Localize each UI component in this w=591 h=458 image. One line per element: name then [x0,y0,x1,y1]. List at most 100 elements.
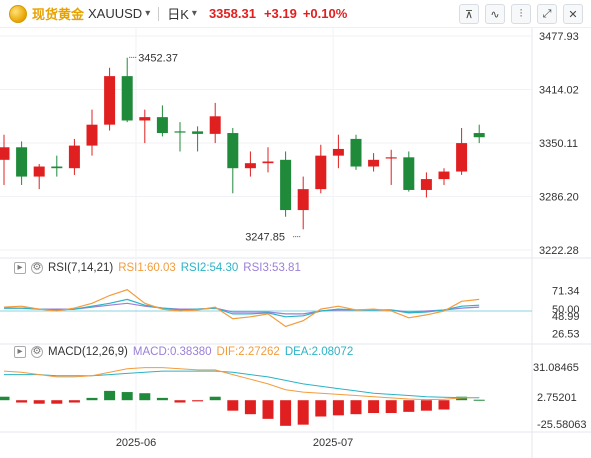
candle-body [121,76,133,121]
candle-body [68,145,80,169]
macd-title: MACD(12,26,9) [48,346,128,358]
candlestick-series [0,57,485,230]
rsi-series [0,289,532,328]
rsi2-value: RSI2:54.30 [180,262,239,274]
macd-histogram-bar [104,390,116,401]
candle-body [244,163,256,169]
dea-value: DEA:2.08072 [284,346,354,358]
rsi1-value: RSI1:60.03 [118,262,176,274]
toolbar: ⊼ ∿ ⫶ ⤢ ✕ [459,4,583,24]
candle-body [438,171,450,180]
candle-body [104,76,116,125]
price-axis: 3477.93 3414.02 3350.11 3286.20 3222.28 [539,31,579,257]
rsi3-value: RSI3:53.81 [243,262,301,274]
macd-histogram-bar [297,400,309,425]
macd-histogram-bar [473,399,485,401]
dif-value: DIF:2.27262 [216,346,280,358]
compare-icon[interactable]: ⊼ [459,4,479,24]
macd-histogram-bar [121,392,133,401]
candle-body [456,143,468,172]
dif-line [3,367,480,401]
close-icon[interactable]: ✕ [563,4,583,24]
time-axis-label: 2025-06 [116,437,156,449]
chart-canvas[interactable]: 3477.93 3414.02 3350.11 3286.20 3222.28 3452… [0,28,591,458]
settings-gear-icon[interactable]: ⚙ [31,262,43,274]
macd-histogram-bar [174,400,186,403]
candle-body [0,147,10,160]
candle-body [209,116,221,134]
price-axis-label: 3286.20 [539,191,579,203]
symbol-name[interactable]: 现货黄金 [32,7,85,22]
rsi-axis-label: 48.99 [552,311,580,323]
price-annotations: 3452.37 3247.85 [129,52,302,244]
macd-histogram-bar [86,397,98,401]
candle-body [33,166,45,177]
macd-histogram-bar [227,400,239,411]
grid-lines [0,28,591,458]
interval-selector[interactable]: 日K [167,7,189,22]
macd-histogram-bar [280,400,292,426]
gold-coin-icon [9,4,27,23]
high-annotation: 3452.37 [138,52,178,64]
macd-collapse-icon[interactable]: ▸ [14,346,26,358]
price-change-percent: +0.10% [302,6,348,21]
macd-histogram-bar [456,396,468,401]
price-axis-label: 3222.28 [539,245,579,257]
rsi1-line [3,289,480,328]
price-change: +3.19 [263,6,297,21]
macd-histogram-bar [244,400,256,415]
macd-histogram-bar [0,396,10,401]
indicator-icon[interactable]: ∿ [485,4,505,24]
rsi-title: RSI(7,14,21) [48,262,114,274]
candle-body [297,189,309,211]
macd-histogram-bar [262,400,274,419]
macd-histogram-bar [420,400,432,411]
collapse-icon[interactable]: ▸ [14,262,26,274]
candle-body [280,159,292,211]
rsi-axis-label: 50.00 [552,304,580,316]
macd-histogram-bar [33,400,45,404]
candle-body [227,133,239,169]
symbol-code[interactable]: XAUUSD [88,6,143,21]
macd-histogram-bar [315,400,327,417]
chevron-down-icon[interactable]: ▾ [145,8,151,19]
macd-axis-label: 2.75201 [537,392,577,404]
macd-histogram-bar [51,400,63,404]
macd-histogram-bar [332,400,344,416]
candle-body [420,179,432,190]
macd-axis-label: 31.08465 [533,362,579,374]
macd-histogram-bar [139,393,151,401]
chart-header: 现货黄金 XAUUSD ▾ 日K ▾ 3358.31 +3.19 +0.10% … [0,0,591,28]
candle-body [86,124,98,146]
price-axis-label: 3414.02 [539,84,579,96]
candle-body [51,166,63,169]
candle-body [315,155,327,190]
candle-body [332,148,344,156]
macd-settings-gear-icon[interactable]: ⚙ [31,346,43,358]
divider [158,6,160,21]
dea-line [4,370,480,399]
settings-icon[interactable]: ⫶ [511,4,531,24]
macd-histogram-bar [209,396,221,401]
macd-histogram-bar [156,397,168,401]
price-axis-label: 3350.11 [539,138,578,150]
last-price: 3358.31 [208,6,256,21]
candle-body [16,147,28,177]
macd-histogram-bar [438,400,450,410]
price-axis-label: 3477.93 [539,31,579,43]
candle-body [174,131,186,133]
candle-body [385,157,397,159]
macd-histogram-bar [368,400,380,414]
macd-series [0,367,485,426]
candle-body [192,131,204,134]
interval-chevron-down-icon[interactable]: ▾ [191,8,197,19]
macd-histogram-bar [350,400,362,415]
time-axis: 2025-06 2025-07 [116,437,353,449]
fullscreen-icon[interactable]: ⤢ [537,4,557,24]
rsi-legend: ▸ ⚙ RSI(7,14,21) RSI1:60.03 RSI2:54.30 R… [14,262,301,274]
rsi-axis-label: 71.34 [552,285,580,297]
macd-histogram-bar [385,400,397,414]
macd-legend: ▸ ⚙ MACD(12,26,9) MACD:0.38380 DIF:2.272… [14,346,353,358]
macd-histogram-bar [192,400,204,402]
